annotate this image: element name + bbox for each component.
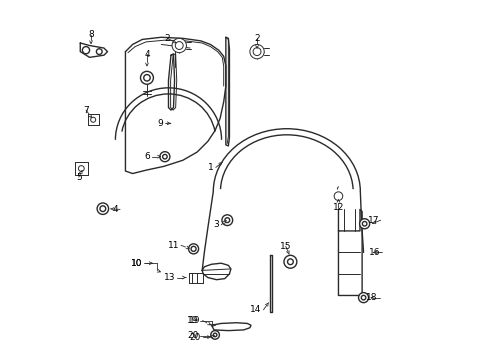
Circle shape — [140, 71, 153, 84]
Circle shape — [96, 49, 102, 54]
Circle shape — [249, 44, 264, 59]
Text: 17: 17 — [366, 216, 378, 225]
Circle shape — [362, 221, 366, 226]
Circle shape — [333, 192, 342, 201]
Circle shape — [188, 244, 198, 254]
Text: 13: 13 — [164, 273, 175, 282]
Circle shape — [160, 152, 169, 162]
Circle shape — [222, 215, 232, 226]
Text: 18: 18 — [366, 293, 377, 302]
Text: 10: 10 — [130, 259, 142, 268]
Circle shape — [143, 75, 150, 81]
Circle shape — [172, 39, 186, 53]
Circle shape — [287, 259, 293, 265]
Text: 1: 1 — [208, 163, 214, 172]
Circle shape — [358, 293, 368, 303]
Text: 7: 7 — [83, 105, 89, 114]
Text: 9: 9 — [157, 119, 163, 128]
Text: 19: 19 — [187, 316, 198, 325]
Text: 2: 2 — [164, 34, 170, 43]
Circle shape — [97, 203, 108, 215]
Circle shape — [82, 46, 89, 54]
Text: 10: 10 — [130, 259, 142, 268]
Circle shape — [78, 166, 84, 171]
Text: 12: 12 — [332, 203, 344, 212]
Circle shape — [210, 330, 219, 339]
Circle shape — [224, 218, 229, 222]
Circle shape — [90, 117, 96, 122]
Text: 6: 6 — [144, 152, 150, 161]
Text: 14: 14 — [250, 305, 261, 314]
Circle shape — [361, 295, 365, 300]
Text: 2: 2 — [254, 34, 259, 43]
Circle shape — [253, 48, 261, 55]
Text: 4: 4 — [144, 50, 149, 59]
Circle shape — [191, 246, 196, 251]
Text: 11: 11 — [167, 241, 179, 250]
Text: 20: 20 — [187, 332, 198, 341]
Circle shape — [284, 255, 296, 268]
Text: 16: 16 — [368, 248, 379, 257]
Text: 4: 4 — [112, 205, 118, 214]
Circle shape — [213, 333, 217, 337]
Text: 20: 20 — [189, 333, 201, 342]
Text: 3: 3 — [213, 220, 219, 229]
Text: 8: 8 — [88, 30, 94, 39]
Circle shape — [175, 41, 183, 49]
Text: 19: 19 — [189, 316, 201, 325]
Circle shape — [359, 219, 369, 229]
Text: 15: 15 — [280, 242, 291, 251]
Circle shape — [163, 154, 167, 159]
Circle shape — [100, 206, 105, 212]
Text: 5: 5 — [76, 173, 81, 182]
